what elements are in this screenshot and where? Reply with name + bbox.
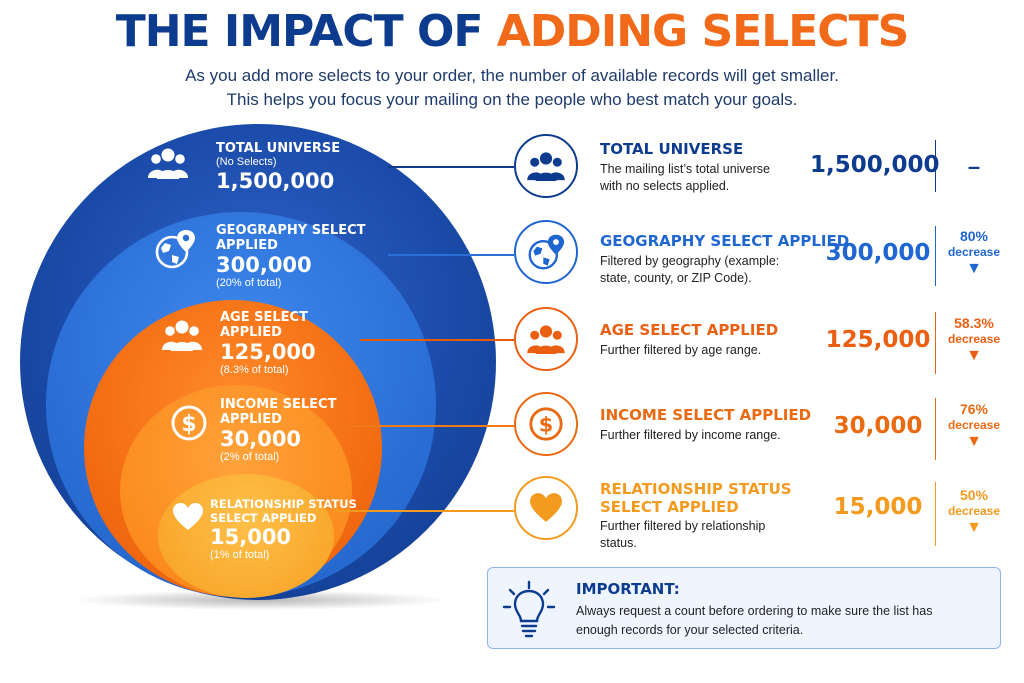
connector-age (360, 339, 514, 341)
row-change: 50% decrease ▼ (939, 487, 1009, 537)
row-description: The mailing list’s total universe with n… (600, 162, 770, 193)
row-divider (935, 226, 936, 286)
change-value: 50% (959, 487, 989, 503)
row-title: RELATIONSHIP STATUS (600, 480, 792, 498)
circle-heading: AGE SELECT (220, 310, 308, 325)
row-icon-age (514, 307, 578, 371)
page-subtitle: As you add more selects to your order, t… (0, 64, 1024, 112)
row-description: Filtered by geography (example: state, c… (600, 254, 780, 285)
svg-text:$: $ (181, 412, 196, 437)
subtitle-line-1: As you add more selects to your order, t… (185, 66, 839, 85)
circle-label-geography: GEOGRAPHY SELECT APPLIED 300,000 (20% of… (216, 223, 366, 290)
row-change: – (939, 154, 1009, 180)
row-count: 30,000 (833, 413, 923, 439)
row-divider (935, 140, 936, 192)
circles-shadow (70, 590, 450, 610)
down-arrow-icon: ▼ (966, 260, 982, 277)
title-part-2: ADDING SELECTS (496, 6, 910, 57)
title-part-1: THE IMPACT OF (115, 6, 497, 57)
note-heading: IMPORTANT: (576, 580, 680, 598)
subtitle-line-2: This helps you focus your mailing on the… (226, 90, 798, 109)
circle-heading: APPLIED (220, 325, 282, 340)
change-value: 80% (959, 228, 989, 244)
circle-count: 15,000 (210, 525, 292, 549)
row-title: AGE SELECT APPLIED (600, 321, 779, 339)
change-value: – (967, 154, 981, 179)
people-icon (527, 325, 565, 355)
row-icon-total (514, 134, 578, 198)
circle-pct-note: (1% of total) (210, 549, 270, 561)
lightbulb-icon (502, 580, 556, 638)
circle-count: 300,000 (216, 253, 312, 277)
people-icon (527, 152, 565, 182)
circle-heading: TOTAL UNIVERSE (216, 141, 341, 156)
row-icon-relationship (514, 476, 578, 540)
svg-text:$: $ (539, 413, 554, 437)
circle-pct-note: (8.3% of total) (220, 364, 289, 376)
row-icon-geography (514, 220, 578, 284)
circle-pct-note: (20% of total) (216, 277, 282, 289)
row-count: 125,000 (825, 327, 931, 353)
dollar-icon: $ (171, 405, 207, 441)
circle-heading: RELATIONSHIP STATUS (210, 497, 357, 511)
heart-icon (173, 503, 203, 530)
important-note: IMPORTANT: Always request a count before… (487, 567, 1001, 649)
row-title: INCOME SELECT APPLIED (600, 406, 812, 424)
circle-count: 30,000 (220, 427, 302, 451)
change-value: 58.3% (954, 315, 994, 331)
connector-total (388, 166, 514, 168)
row-change: 58.3% decrease ▼ (939, 315, 1009, 365)
row-divider (935, 312, 936, 374)
people-icon (162, 320, 202, 351)
circle-relationship (158, 474, 334, 598)
dollar-icon: $ (529, 407, 563, 441)
row-divider (935, 482, 936, 546)
globe-pin-icon (528, 234, 565, 270)
circle-heading: SELECT APPLIED (210, 511, 317, 525)
change-label: decrease (947, 332, 1001, 346)
note-text: Always request a count before ordering t… (576, 604, 933, 637)
circle-pct-note: (2% of total) (220, 451, 280, 463)
circle-heading: APPLIED (220, 412, 282, 427)
row-divider (935, 398, 936, 460)
circle-heading: INCOME SELECT (220, 397, 337, 412)
heart-icon (530, 493, 562, 522)
down-arrow-icon: ▼ (966, 347, 982, 364)
row-title: SELECT APPLIED (600, 498, 739, 516)
circle-label-total: TOTAL UNIVERSE (No Selects) 1,500,000 (216, 141, 340, 193)
row-description: Further filtered by income range. (600, 428, 781, 442)
row-change: 80% decrease ▼ (939, 228, 1009, 278)
connector-geography (388, 254, 514, 256)
row-description: Further filtered by relationship status. (600, 519, 766, 550)
circle-count: 1,500,000 (216, 169, 335, 193)
change-value: 76% (959, 401, 989, 417)
circle-label-income: INCOME SELECT APPLIED 30,000 (2% of tota… (220, 397, 336, 464)
circle-heading: GEOGRAPHY SELECT (216, 223, 366, 238)
connector-relationship (333, 510, 514, 512)
row-count: 300,000 (825, 240, 931, 266)
row-count: 15,000 (833, 494, 923, 520)
circle-sub: (No Selects) (216, 156, 277, 168)
row-title: TOTAL UNIVERSE (600, 140, 744, 158)
circle-label-age: AGE SELECT APPLIED 125,000 (8.3% of tota… (220, 310, 316, 377)
circle-label-relationship: RELATIONSHIP STATUS SELECT APPLIED 15,00… (210, 497, 357, 562)
page-title: THE IMPACT OF ADDING SELECTS (0, 6, 1024, 57)
change-label: decrease (947, 245, 1001, 259)
row-count: 1,500,000 (810, 152, 940, 178)
row-icon-income: $ (514, 392, 578, 456)
circle-heading: APPLIED (216, 238, 278, 253)
people-icon (148, 148, 188, 179)
change-label: decrease (947, 504, 1001, 518)
row-change: 76% decrease ▼ (939, 401, 1009, 451)
connector-income (348, 425, 514, 427)
down-arrow-icon: ▼ (966, 519, 982, 536)
down-arrow-icon: ▼ (966, 433, 982, 450)
row-title: GEOGRAPHY SELECT APPLIED (600, 232, 850, 250)
globe-pin-icon (155, 230, 195, 269)
circle-count: 125,000 (220, 340, 316, 364)
row-description: Further filtered by age range. (600, 343, 762, 357)
change-label: decrease (947, 418, 1001, 432)
